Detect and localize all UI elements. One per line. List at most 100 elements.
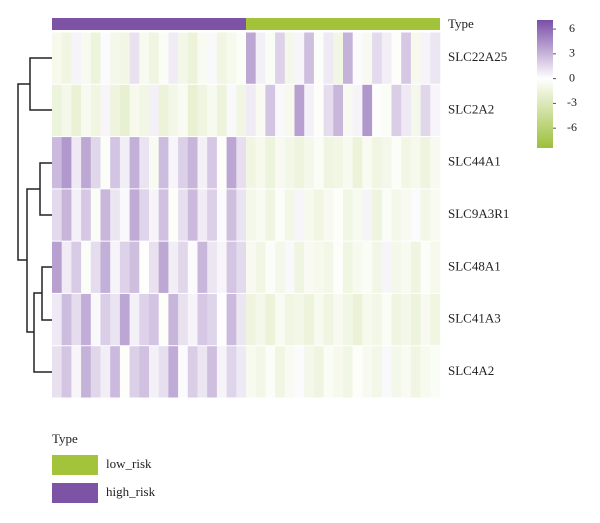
heatmap-cell bbox=[90, 346, 101, 398]
heatmap-cell bbox=[216, 346, 227, 398]
heatmap-cell bbox=[168, 137, 179, 189]
heatmap-cell bbox=[391, 241, 402, 293]
heatmap-cell bbox=[430, 84, 441, 137]
heatmap-cell bbox=[323, 241, 334, 293]
heatmap-cell bbox=[255, 189, 266, 241]
heatmap-cell bbox=[410, 137, 421, 189]
heatmap-cell bbox=[71, 84, 82, 137]
heatmap-cell bbox=[61, 189, 72, 241]
heatmap-cell bbox=[352, 241, 363, 293]
heatmap-cell bbox=[420, 346, 431, 398]
heatmap-cell bbox=[110, 346, 121, 398]
heatmap-cell bbox=[71, 241, 82, 293]
heatmap-cell bbox=[265, 32, 276, 84]
heatmap-cell bbox=[391, 293, 402, 346]
heatmap-cell bbox=[207, 189, 218, 241]
heatmap-cell bbox=[226, 241, 237, 293]
heatmap-cell bbox=[265, 189, 276, 241]
heatmap-cell bbox=[294, 293, 305, 346]
heatmap-cell bbox=[119, 137, 130, 189]
heatmap-cell bbox=[284, 346, 295, 398]
heatmap-cell bbox=[265, 137, 276, 189]
heatmap-cell bbox=[410, 293, 421, 346]
heatmap-cell bbox=[178, 346, 189, 398]
heatmap-cell bbox=[216, 32, 227, 84]
heatmap-cell bbox=[401, 137, 412, 189]
heatmap-cell bbox=[187, 137, 198, 189]
heatmap-cell bbox=[381, 241, 392, 293]
heatmap-cell bbox=[362, 346, 373, 398]
heatmap-cell bbox=[304, 346, 315, 398]
heatmap-cell bbox=[226, 346, 237, 398]
heatmap-cell bbox=[372, 189, 383, 241]
heatmap-cell bbox=[410, 346, 421, 398]
heatmap-cell bbox=[313, 84, 324, 137]
heatmap-cell bbox=[304, 84, 315, 137]
heatmap-cell bbox=[401, 346, 412, 398]
heatmap-cell bbox=[372, 32, 383, 84]
heatmap-cell bbox=[381, 293, 392, 346]
heatmap-cell bbox=[304, 293, 315, 346]
row-label: SLC41A3 bbox=[448, 311, 501, 326]
row-label: SLC48A1 bbox=[448, 258, 501, 273]
heatmap-cell bbox=[391, 189, 402, 241]
heatmap-cell bbox=[139, 32, 150, 84]
heatmap-cell bbox=[420, 137, 431, 189]
heatmap-cell bbox=[158, 346, 169, 398]
heatmap-cell bbox=[100, 84, 111, 137]
heatmap-cell bbox=[246, 293, 256, 346]
heatmap-cell bbox=[255, 84, 266, 137]
heatmap-cell bbox=[197, 346, 208, 398]
heatmap-cell bbox=[216, 84, 227, 137]
heatmap-cell bbox=[372, 84, 383, 137]
heatmap-cell bbox=[139, 293, 150, 346]
heatmap-cell bbox=[197, 137, 208, 189]
row-label: SLC44A1 bbox=[448, 154, 501, 169]
heatmap-cell bbox=[304, 32, 315, 84]
heatmap-cell bbox=[343, 137, 353, 189]
annotation-label: Type bbox=[448, 16, 474, 31]
heatmap-cell bbox=[255, 32, 266, 84]
heatmap-cell bbox=[420, 32, 431, 84]
heatmap-cell bbox=[178, 137, 189, 189]
heatmap-cell bbox=[71, 137, 82, 189]
color-bar-tick-label: -6 bbox=[567, 120, 577, 134]
heatmap-cell bbox=[178, 84, 189, 137]
heatmap-cell bbox=[255, 137, 266, 189]
heatmap-cell bbox=[149, 293, 159, 346]
color-bar-tick-label: 6 bbox=[569, 21, 575, 35]
heatmap-cell bbox=[61, 241, 72, 293]
legend-swatch bbox=[52, 455, 98, 475]
heatmap-cell bbox=[110, 137, 121, 189]
heatmap-cell bbox=[430, 137, 441, 189]
heatmap-cell bbox=[323, 189, 334, 241]
heatmap-cell bbox=[236, 189, 247, 241]
heatmap-cell bbox=[207, 241, 218, 293]
heatmap-cell bbox=[381, 189, 392, 241]
heatmap-cell bbox=[129, 189, 140, 241]
heatmap-cell bbox=[90, 84, 101, 137]
heatmap-cell bbox=[313, 241, 324, 293]
row-label: SLC9A3R1 bbox=[448, 206, 509, 221]
heatmap-cell bbox=[430, 293, 441, 346]
heatmap-cell bbox=[246, 137, 256, 189]
heatmap-cell bbox=[362, 293, 373, 346]
heatmap-cell bbox=[100, 137, 111, 189]
heatmap-cell bbox=[158, 137, 169, 189]
heatmap-cell bbox=[187, 346, 198, 398]
heatmap-cell bbox=[81, 84, 92, 137]
row-label: SLC22A25 bbox=[448, 49, 507, 64]
heatmap-cell bbox=[255, 293, 266, 346]
heatmap-cell bbox=[391, 137, 402, 189]
heatmap-cell bbox=[255, 346, 266, 398]
heatmap-cell bbox=[187, 293, 198, 346]
heatmap-cell bbox=[430, 189, 441, 241]
heatmap-cell bbox=[158, 32, 169, 84]
heatmap-cell bbox=[343, 189, 353, 241]
heatmap-cell bbox=[139, 241, 150, 293]
heatmap-cell bbox=[52, 32, 62, 84]
heatmap-cell bbox=[90, 32, 101, 84]
heatmap-cell bbox=[323, 32, 334, 84]
heatmap-cell bbox=[187, 241, 198, 293]
